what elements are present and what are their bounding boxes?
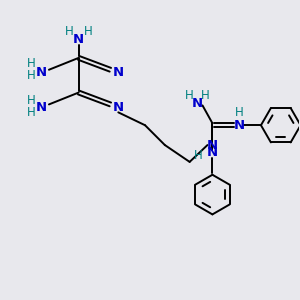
Text: N: N bbox=[207, 146, 218, 160]
Text: N: N bbox=[113, 101, 124, 114]
Text: N: N bbox=[234, 119, 245, 132]
Text: H: H bbox=[27, 57, 35, 70]
Text: H: H bbox=[27, 106, 35, 119]
Text: N: N bbox=[192, 97, 203, 110]
Text: N: N bbox=[113, 66, 124, 79]
Text: H: H bbox=[27, 69, 35, 82]
Text: N: N bbox=[35, 101, 46, 114]
Text: H: H bbox=[185, 89, 194, 102]
Text: H: H bbox=[64, 25, 73, 38]
Text: N: N bbox=[207, 139, 218, 152]
Text: N: N bbox=[35, 66, 46, 79]
Text: N: N bbox=[73, 32, 84, 46]
Text: H: H bbox=[27, 94, 35, 107]
Text: H: H bbox=[194, 149, 203, 162]
Text: H: H bbox=[235, 106, 244, 119]
Text: H: H bbox=[201, 89, 210, 102]
Text: H: H bbox=[84, 25, 93, 38]
